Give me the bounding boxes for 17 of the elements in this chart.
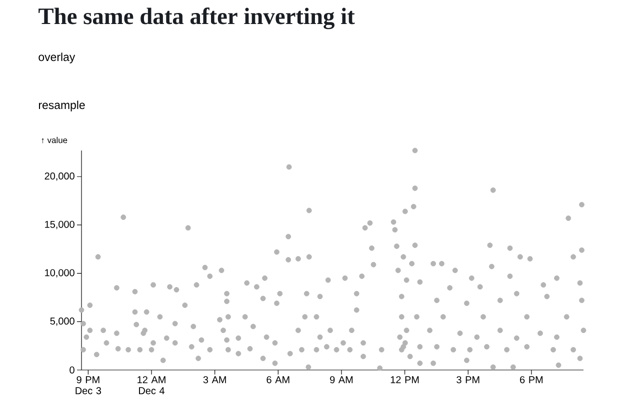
x-tick-label: 3 AM — [203, 376, 226, 384]
text: resample — [38, 100, 85, 112]
x-tick-label: 6 AM — [266, 376, 290, 384]
y-tick-label: 10,000 — [45, 269, 74, 278]
chart-title: The same data after inverting it — [38, 8, 355, 30]
y-tick-label: 20,000 — [44, 172, 74, 181]
x-tick-label: 12 AM Dec 4 — [138, 376, 166, 394]
x-tick-label: 9 AM — [330, 376, 353, 384]
y-tick-label: 15,000 — [45, 220, 74, 230]
x-tick-label: 12 PM — [390, 376, 419, 384]
x-tick-label: 9 PM Dec 3 — [76, 376, 102, 394]
y-tick-label: 0 — [70, 366, 74, 374]
x-tick-label: 6 PM — [520, 376, 543, 384]
y-axis-title: ↑ value — [42, 136, 68, 144]
text: overlay — [38, 52, 76, 64]
x-tick-label: 3 PM — [456, 376, 480, 384]
y-tick-label: 5,000 — [50, 318, 74, 326]
